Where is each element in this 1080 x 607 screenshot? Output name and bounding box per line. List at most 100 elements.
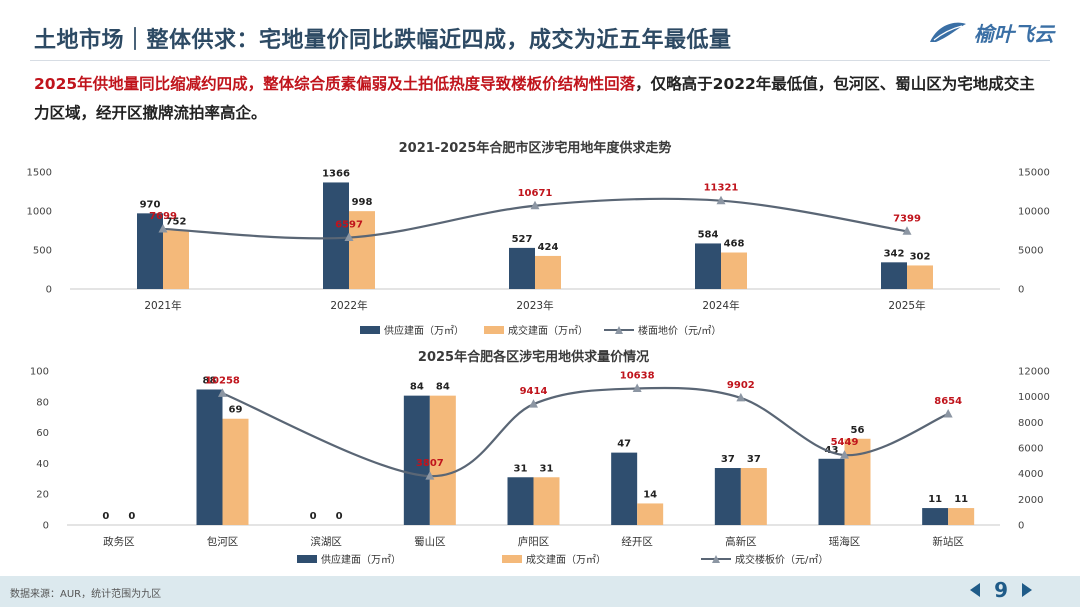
deal-value-label: 0 [128, 511, 135, 522]
supply-bar [323, 182, 349, 289]
district-supply-demand-chart: 2025年合肥各区涉宅用地供求量价情况 0 20 40 60 80 100 0 2000 4000… [30, 349, 1050, 566]
chart-title: 2025年合肥各区涉宅用地供求量价情况 [418, 349, 649, 365]
deal-value-label: 468 [724, 238, 745, 249]
deal-bar [429, 395, 456, 525]
y-tick-label: 100 [30, 367, 49, 378]
supply-bar [881, 262, 907, 289]
x-tick-label: 滨湖区 [310, 535, 342, 548]
supply-bar [509, 247, 535, 289]
price-marker [716, 195, 726, 205]
price-marker [530, 200, 540, 210]
logo-text: 榆叶飞云 [974, 22, 1054, 46]
deal-value-label: 14 [643, 489, 657, 500]
legend-label: 楼面地价（元/㎡） [638, 324, 721, 337]
y2-tick-label: 0 [1018, 521, 1024, 532]
deal-value-label: 424 [538, 242, 559, 253]
price-value-label: 8654 [934, 396, 962, 407]
supply-value-label: 43 [825, 445, 839, 456]
price-marker [158, 223, 168, 233]
supply-value-label: 342 [884, 248, 905, 259]
deal-bar [907, 265, 933, 289]
supply-bar [818, 458, 845, 525]
legend-marker [615, 326, 623, 334]
x-tick-label: 2022年 [330, 299, 367, 312]
x-tick-label: 包河区 [207, 535, 239, 548]
deal-value-label: 998 [352, 197, 373, 208]
supply-value-label: 970 [140, 199, 161, 210]
page-title: 土地市场｜整体供求：宅地量价同比跌幅近四成，成交为近五年最低量 [34, 28, 732, 53]
x-tick-label: 政务区 [103, 535, 135, 548]
legend-swatch [360, 326, 380, 334]
y2-tick-label: 6000 [1018, 444, 1043, 455]
legend-label: 成交建面（万㎡） [508, 324, 588, 337]
price-value-label: 6597 [335, 220, 363, 231]
deal-bar [222, 418, 249, 525]
deal-value-label: 31 [540, 463, 554, 474]
supply-value-label: 527 [512, 234, 533, 245]
x-tick-label: 蜀山区 [414, 536, 446, 548]
deal-bar [637, 503, 664, 525]
summary-text: 2025年供地量同比缩减约四成，整体综合质素偏弱及土拍低热度导致楼板价结构性回落… [34, 70, 1049, 128]
deal-bar [948, 508, 975, 525]
y-tick-label: 0 [46, 285, 52, 296]
next-page-icon[interactable] [1022, 583, 1032, 597]
y-tick-label: 1000 [27, 207, 52, 218]
price-value-label: 7699 [149, 211, 177, 222]
y-tick-label: 40 [36, 459, 49, 470]
legend-swatch [484, 326, 504, 334]
summary-rest: ，仅略高于2022年最低值，包河区、蜀山区为宅地成交主力区域，经开区撤牌流拍率高… [34, 75, 1035, 122]
price-value-label: 10638 [620, 370, 655, 381]
deal-value-label: 11 [954, 494, 968, 505]
x-tick-label: 新站区 [932, 535, 964, 548]
price-value-label: 3807 [416, 458, 444, 469]
data-source-note: 数据来源：AUR，统计范围为九区 [10, 589, 162, 600]
price-value-label: 5449 [831, 437, 859, 448]
page-number: 9 [994, 578, 1008, 602]
price-line [222, 386, 949, 478]
deal-value-label: 752 [166, 216, 187, 227]
supply-value-label: 47 [617, 439, 631, 450]
supply-bar [507, 477, 534, 525]
supply-value-label: 0 [102, 511, 109, 522]
title-divider [30, 60, 1050, 61]
supply-value-label: 88 [203, 375, 217, 386]
supply-value-label: 31 [514, 463, 528, 474]
chart-title: 2021-2025年合肥市区涉宅用地年度供求走势 [399, 140, 672, 156]
x-tick-label: 2023年 [516, 299, 553, 312]
legend-swatch [297, 555, 317, 563]
price-marker [344, 232, 354, 242]
supply-value-label: 0 [310, 511, 317, 522]
y-tick-label: 80 [36, 397, 49, 408]
summary-highlight: 2025年供地量同比缩减约四成，整体综合质素偏弱及土拍低热度导致楼板价结构性回落 [34, 75, 636, 93]
x-tick-label: 经开区 [621, 535, 653, 548]
price-marker [218, 388, 227, 397]
y-tick-label: 20 [36, 490, 49, 501]
price-marker [902, 226, 912, 235]
price-marker [425, 471, 435, 480]
x-tick-label: 2024年 [702, 299, 739, 312]
x-tick-label: 2021年 [144, 299, 181, 312]
y-tick-label: 500 [33, 246, 52, 257]
supply-bar [714, 468, 741, 525]
supply-bar [137, 213, 163, 289]
deal-value-label: 56 [851, 425, 865, 436]
prev-page-icon[interactable] [970, 583, 981, 597]
supply-bar [922, 508, 949, 525]
deal-bar [740, 468, 767, 525]
legend-label: 供应建面（万㎡） [384, 324, 464, 337]
pager: 9 [970, 578, 1032, 602]
price-marker [943, 408, 953, 418]
y2-tick-label: 10000 [1018, 207, 1050, 218]
legend-label: 成交建面（万㎡） [526, 553, 606, 566]
x-tick-label: 庐阳区 [518, 535, 550, 548]
supply-bar [403, 395, 430, 525]
price-marker [840, 450, 849, 459]
deal-value-label: 84 [436, 382, 450, 393]
price-value-label: 9902 [727, 380, 755, 391]
deal-bar [533, 477, 560, 525]
y2-tick-label: 0 [1018, 285, 1024, 296]
deal-bar [163, 230, 189, 289]
price-marker [529, 399, 538, 408]
y2-tick-label: 8000 [1018, 418, 1043, 429]
leaf-logo-icon [930, 22, 966, 42]
